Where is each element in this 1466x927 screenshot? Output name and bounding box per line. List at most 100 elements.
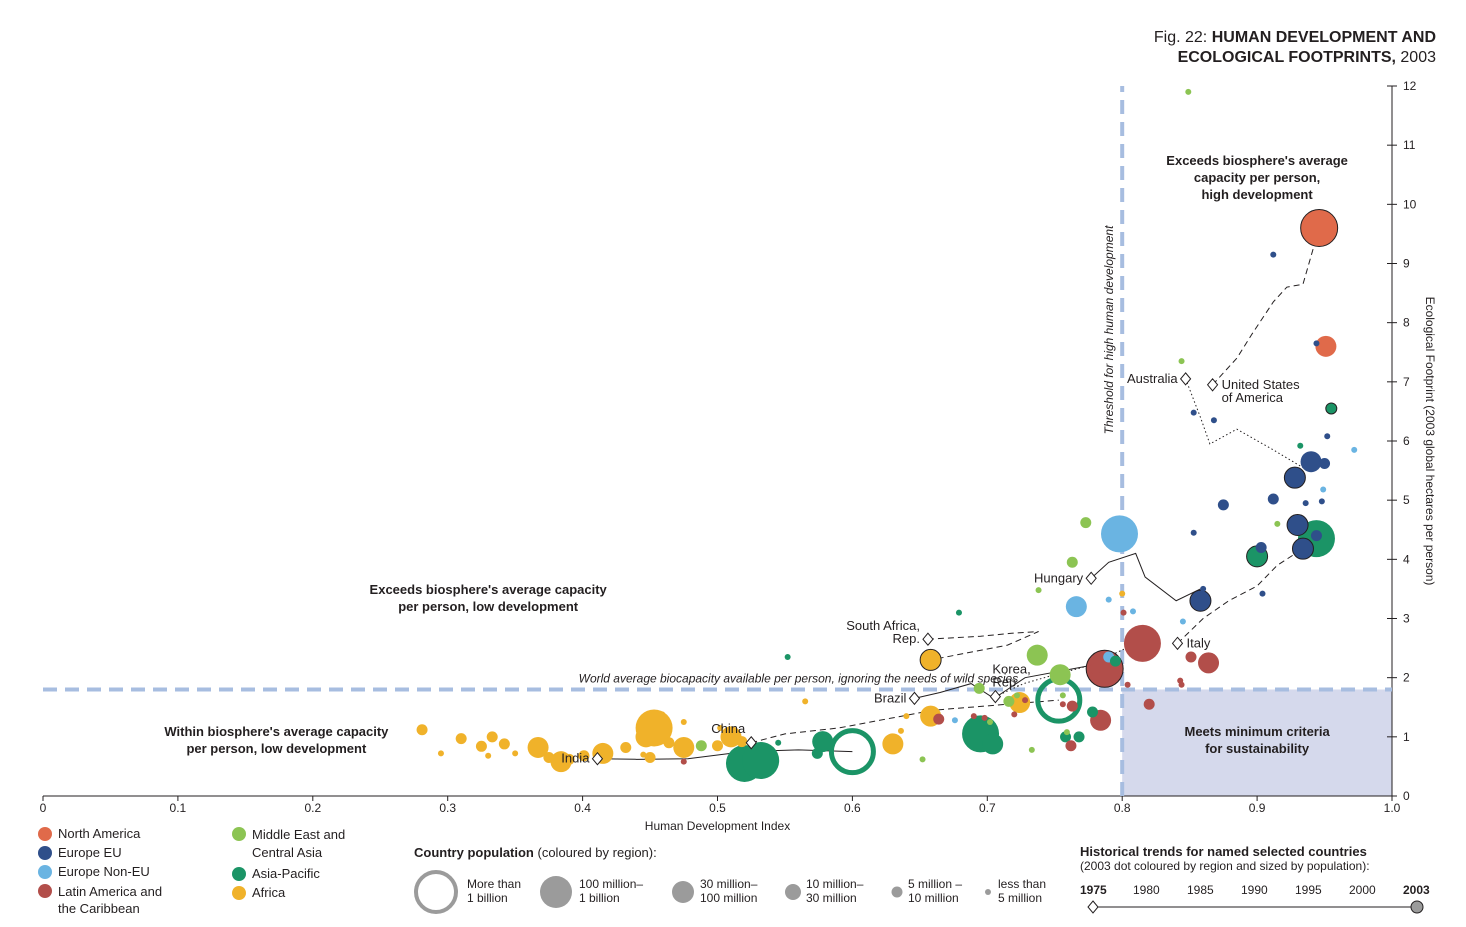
country-point: [1028, 746, 1035, 753]
population-label-line: 30 million: [806, 891, 857, 905]
y-axis-label: Ecological Footprint (2003 global hectar…: [1423, 297, 1437, 586]
country-point: [1255, 542, 1267, 553]
y-tick-label: 12: [1403, 79, 1417, 93]
x-tick-label: 0.9: [1249, 801, 1266, 815]
legend-swatch: [232, 827, 246, 841]
country-point: [1185, 88, 1192, 95]
country-point: [802, 698, 809, 705]
country-point: [1073, 731, 1085, 743]
country-label: Italy: [1187, 635, 1211, 650]
legend-item-africa: Africa: [232, 885, 372, 900]
country-point: [1291, 537, 1314, 560]
x-tick-label: 0.4: [574, 801, 591, 815]
trend-start-marker: [1171, 636, 1184, 651]
country-point: [919, 756, 926, 763]
y-tick-label: 11: [1403, 138, 1416, 152]
history-legend-start-marker: [1087, 900, 1099, 914]
y-tick-label: 10: [1403, 197, 1417, 211]
history-year-1995: 1995: [1295, 883, 1322, 897]
country-point: [486, 731, 498, 743]
quadrant-label-within-low-development: per person, low development: [186, 741, 367, 756]
country-point: [659, 711, 666, 718]
trend-line: [1212, 227, 1320, 386]
population-legend-circle: [672, 881, 694, 903]
population-label-line: 1 billion: [467, 891, 508, 905]
country-point: [563, 753, 575, 765]
quadrant-label-sustainability: Meets minimum criteria: [1184, 724, 1330, 739]
country-point: [1210, 417, 1217, 424]
country-point: [1013, 692, 1020, 699]
country-point: [680, 758, 687, 765]
country-point: [1319, 457, 1331, 469]
country-point: [882, 733, 904, 755]
population-legend-circle: [891, 886, 903, 898]
trend-line: [751, 699, 1059, 744]
country-point: [485, 752, 492, 759]
country-point: [812, 731, 834, 753]
x-tick-label: 0.2: [304, 801, 321, 815]
country-point: [1123, 624, 1161, 662]
country-point: [1065, 740, 1077, 752]
country-point: [736, 736, 748, 748]
country-label: United States: [1222, 377, 1301, 392]
country-point: [644, 752, 656, 764]
country-point: [811, 747, 823, 759]
population-label-5: 5 million –10 million: [908, 877, 962, 905]
country-label: Rep.: [992, 675, 1019, 690]
country-point: [981, 714, 988, 721]
figure-number: Fig. 22:: [1153, 29, 1208, 46]
y-tick-label: 6: [1403, 434, 1410, 448]
population-legend-circle: [985, 889, 991, 895]
x-tick-label: 0.8: [1114, 801, 1131, 815]
country-point: [1324, 433, 1331, 440]
country-point: [1302, 500, 1309, 507]
sustainability-quadrant: [1122, 689, 1392, 796]
population-label-line: 100 million: [700, 891, 758, 905]
x-tick-label: 1.0: [1384, 801, 1401, 815]
country-point: [1105, 596, 1112, 603]
y-tick-label: 0: [1403, 789, 1410, 803]
x-tick-label: 0.3: [439, 801, 456, 815]
quadrant-label-within-low-development: Within biosphere's average capacity: [164, 724, 389, 739]
country-label: Brazil: [874, 690, 907, 705]
legend-label: Europe EU: [58, 845, 122, 860]
quadrant-label-sustainability: for sustainability: [1205, 741, 1310, 756]
population-label-line: 30 million–: [700, 877, 758, 891]
population-legend-title: Country population (coloured by region):: [414, 845, 657, 860]
y-tick-label: 5: [1403, 493, 1410, 507]
country-point: [1325, 402, 1338, 415]
legend-item-europe-non-eu: Europe Non-EU: [38, 864, 218, 879]
country-point: [1003, 695, 1015, 707]
quadrant-label-high-development: capacity per person,: [1194, 170, 1320, 185]
title-line-2: ECOLOGICAL FOOTPRINTS,: [1177, 49, 1396, 66]
population-label-line: More than: [467, 877, 522, 891]
country-label: Rep.: [892, 631, 919, 646]
country-point: [1315, 335, 1337, 357]
history-year-1975: 1975: [1080, 883, 1107, 897]
trend-line: [995, 642, 1143, 698]
trend-start-marker: [1085, 571, 1097, 586]
population-label-line: 1 billion: [579, 891, 620, 905]
country-point: [437, 750, 444, 757]
country-point: [986, 719, 993, 726]
trend-line: [597, 749, 853, 760]
quadrant-label-high-development: high development: [1201, 187, 1313, 202]
country-point: [673, 736, 695, 758]
country-point: [1087, 706, 1099, 718]
country-point: [1179, 618, 1186, 625]
y-tick-label: 3: [1403, 612, 1410, 626]
country-label: Hungary: [1034, 570, 1084, 585]
history-year-1990: 1990: [1241, 883, 1268, 897]
legend-item-latin-america: Latin America and the Caribbean: [38, 883, 218, 917]
country-label: of America: [1222, 390, 1284, 405]
y-tick-label: 7: [1403, 375, 1410, 389]
country-point: [1313, 340, 1320, 347]
country-point: [1283, 466, 1306, 489]
trend-line: [1185, 378, 1304, 469]
country-point: [1066, 700, 1078, 712]
country-point: [1310, 530, 1322, 542]
trend-line: [927, 631, 1039, 661]
history-legend-title: Historical trends for named selected cou…: [1080, 845, 1370, 874]
legend-swatch: [38, 827, 52, 841]
